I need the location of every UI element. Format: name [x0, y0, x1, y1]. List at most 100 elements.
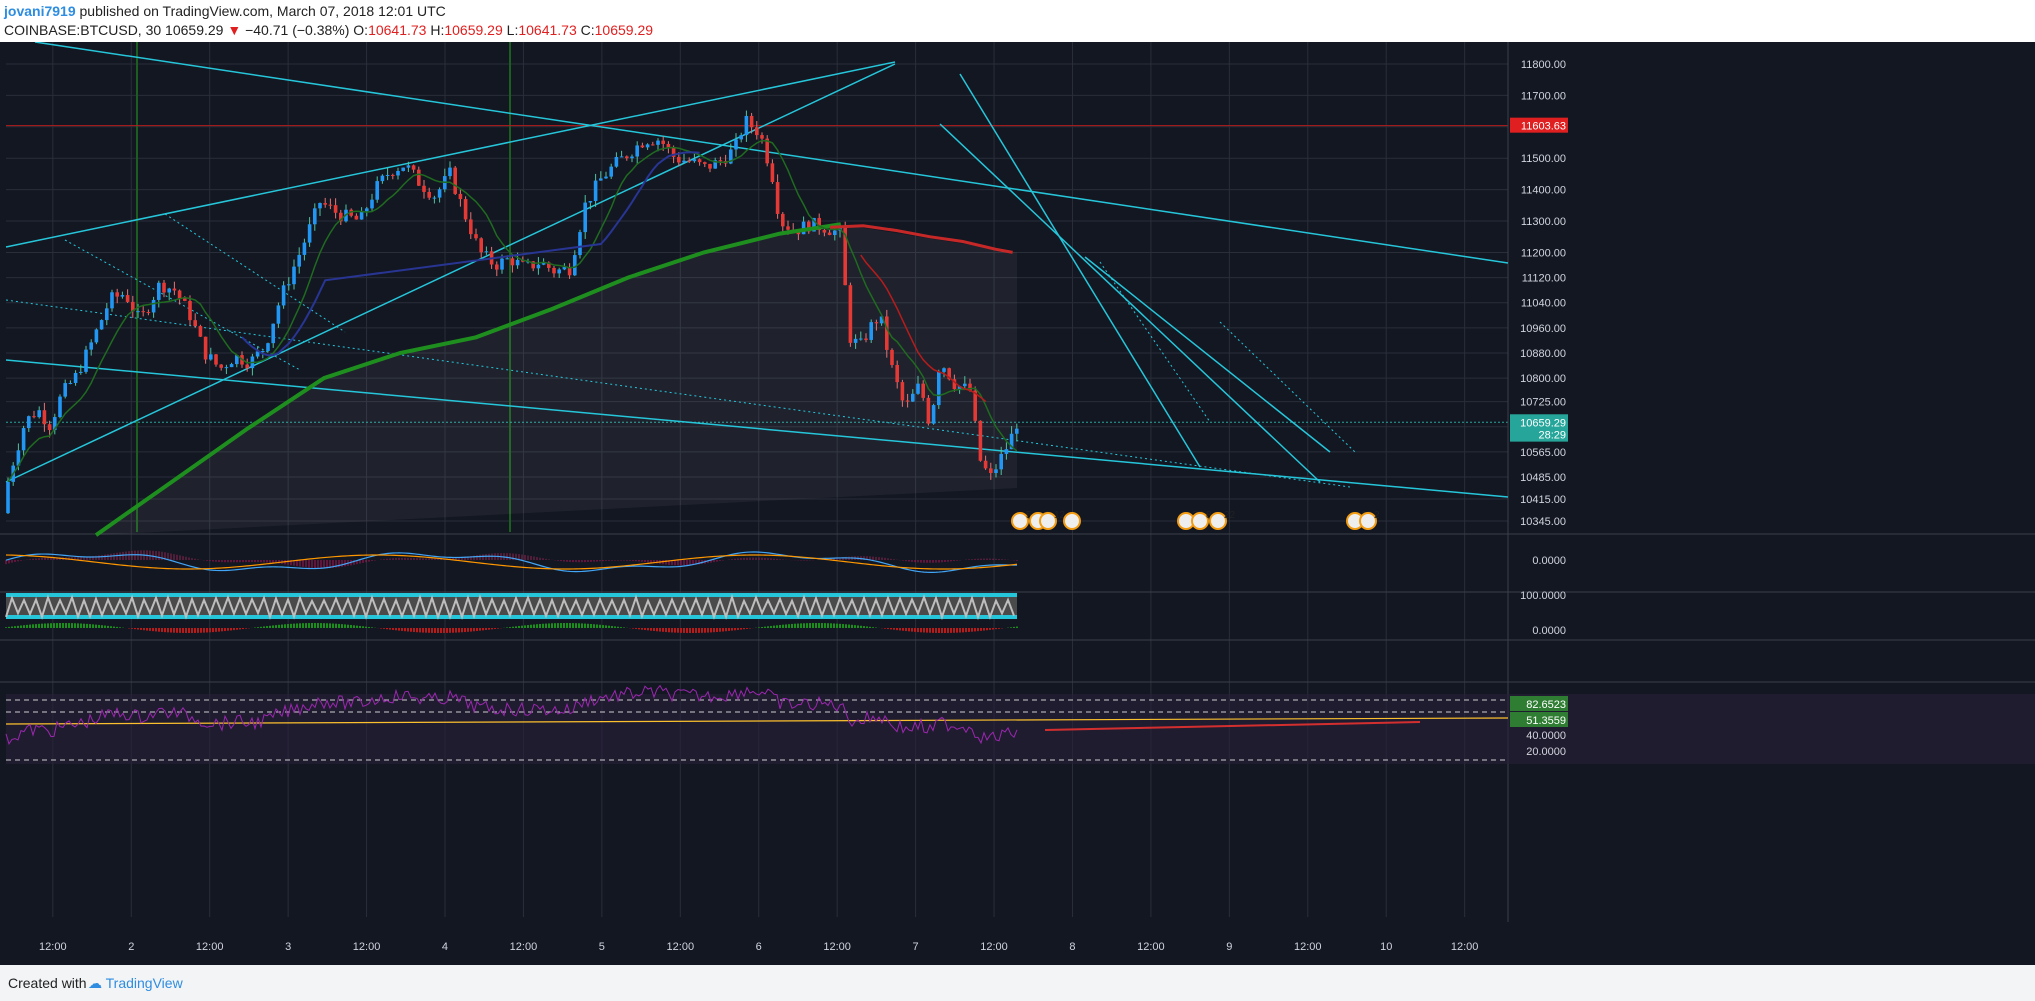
chart-header: jovani7919 published on TradingView.com,…	[0, 0, 2035, 42]
candle-down	[947, 368, 951, 380]
candle-up	[302, 242, 307, 255]
candle-down	[900, 382, 905, 401]
candle-down	[786, 226, 790, 230]
candle-down	[219, 364, 223, 368]
price-chart[interactable]: 541227822102 11800.0011700.0011600.00115…	[0, 42, 2035, 965]
candle-down	[843, 227, 847, 286]
ma-long-line	[94, 222, 842, 537]
indicator-panes	[5, 550, 2035, 764]
candle-down	[989, 468, 993, 474]
candle-up	[105, 308, 109, 321]
time-axis[interactable]: 12:00 2 12:00 3 12:00 4 12:00 5 12:00 6 12:00 7 12:0…	[0, 922, 2035, 965]
candle-down	[417, 169, 421, 186]
price-tick: 10565.00	[1520, 447, 1566, 459]
candle-up	[266, 343, 270, 351]
candle-down	[755, 127, 759, 136]
close-value: 10659.29	[594, 22, 654, 38]
candle-down	[895, 364, 899, 383]
candle-down	[921, 383, 925, 398]
trendline	[959, 73, 1201, 468]
candle-up	[448, 167, 452, 177]
change-arrow-icon: ▼	[227, 22, 242, 38]
ma-red-fast-line	[860, 254, 987, 403]
author-link[interactable]: jovani7919	[4, 3, 76, 19]
candle-up	[500, 258, 504, 270]
candle-up	[27, 416, 31, 429]
candle-up	[734, 139, 738, 150]
candle-down	[125, 295, 130, 302]
candle-down	[42, 410, 47, 425]
candle-up	[432, 197, 437, 199]
time-tick: 12:00	[1294, 941, 1322, 953]
chart-background	[0, 42, 2035, 965]
candle-up	[869, 322, 873, 340]
candle-up	[318, 203, 322, 209]
candle-down	[479, 238, 483, 253]
brand-link[interactable]: TradingView	[105, 975, 183, 991]
candle-up	[635, 145, 639, 157]
candle-up	[630, 156, 634, 159]
candle-up	[63, 383, 67, 397]
candle-down	[807, 221, 811, 232]
candle-up	[744, 115, 749, 136]
candle-up	[614, 156, 619, 167]
candle-up	[1009, 433, 1014, 450]
candle-down	[749, 115, 754, 128]
event-flag-icon	[1359, 512, 1377, 530]
change-value: −40.71 (−0.38%)	[245, 22, 350, 38]
trendline	[1099, 261, 1211, 423]
candle-up	[292, 266, 296, 285]
time-tick: 5	[599, 941, 605, 953]
candle-up	[609, 166, 613, 177]
signal-line	[5, 554, 1018, 570]
time-tick: 9	[1226, 941, 1232, 953]
candle-up	[307, 224, 312, 243]
candle-up	[833, 230, 837, 236]
candle-up	[599, 178, 603, 181]
candle-up	[53, 417, 57, 431]
price-badge-text: 11603.63	[1521, 121, 1566, 133]
trendline	[5, 359, 1509, 498]
candle-down	[677, 156, 681, 163]
price-axis[interactable]: 11800.0011700.0011600.0011500.0011400.00…	[1510, 59, 1568, 758]
candle-up	[957, 386, 962, 390]
event-markers[interactable]: 541227822102	[1011, 510, 1380, 530]
candle-up	[94, 329, 99, 343]
candle-down	[32, 416, 36, 418]
candle-down	[531, 261, 535, 269]
time-tick: 3	[285, 941, 291, 953]
candle-up	[713, 160, 717, 169]
trendline	[5, 61, 896, 248]
candle-down	[323, 203, 327, 205]
candle-up	[942, 368, 946, 372]
candle-up	[79, 371, 83, 373]
indicator-tick: 20.0000	[1526, 746, 1566, 758]
candle-down	[245, 364, 249, 369]
ma-red-line	[829, 224, 1013, 254]
low-label: L:	[506, 22, 519, 38]
high-value: 10659.29	[444, 22, 503, 38]
candle-down	[708, 163, 712, 169]
rsi-badge	[1510, 696, 1568, 711]
publish-info: published on TradingView.com, March 07, …	[79, 3, 446, 19]
time-tick: 7	[913, 941, 919, 953]
candle-up	[541, 262, 546, 265]
candle-down	[146, 312, 151, 314]
price-tick: 11200.00	[1521, 247, 1566, 259]
candle-up	[879, 316, 884, 324]
candle-down	[172, 288, 177, 291]
tradingview-cloud-icon[interactable]: ☁ TradingView	[88, 975, 183, 991]
indicator-tick: 0.0000	[1532, 625, 1566, 637]
price-tick: 11500.00	[1521, 153, 1566, 165]
candle-up	[937, 371, 941, 406]
candle-up	[1015, 428, 1019, 434]
candle-up	[515, 259, 520, 266]
candle-up	[151, 299, 156, 313]
candle-down	[495, 264, 499, 270]
candle-down	[973, 390, 977, 421]
ma-shading	[96, 224, 1017, 536]
time-tick: 12:00	[823, 941, 851, 953]
candle-up	[396, 170, 400, 176]
trendline	[1084, 256, 1331, 453]
event-count: 5	[1026, 510, 1032, 521]
